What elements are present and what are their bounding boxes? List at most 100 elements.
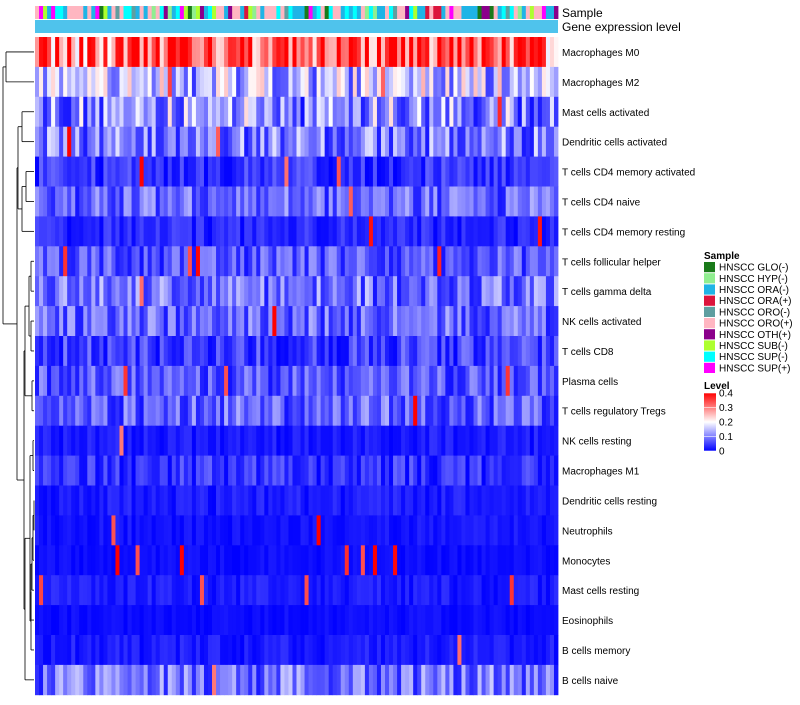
sample-annotation-cell	[549, 6, 555, 19]
heatmap-cell	[228, 664, 233, 696]
gene-expression-bar	[35, 20, 558, 33]
heatmap-cell	[252, 395, 257, 427]
heatmap-cell	[517, 336, 523, 367]
heatmap-cell	[244, 246, 249, 277]
heatmap-cell	[529, 306, 535, 337]
heatmap-cell	[135, 515, 140, 546]
heatmap-cell	[465, 37, 470, 68]
heatmap-cell	[493, 306, 499, 337]
sample-annotation-cell	[256, 6, 261, 19]
heatmap-cell	[240, 37, 245, 68]
heatmap-cell	[203, 306, 209, 337]
heatmap-cell	[143, 664, 149, 696]
heatmap-cell	[509, 66, 515, 98]
sample-annotation-track	[35, 6, 559, 19]
heatmap-cell	[521, 246, 527, 277]
heatmap-cell	[364, 276, 370, 307]
row-label: Macrophages M1	[562, 467, 640, 478]
heatmap-cell	[497, 395, 503, 427]
heatmap-cell	[332, 156, 338, 187]
heatmap-cell	[272, 395, 277, 427]
heatmap-cell	[397, 425, 402, 456]
heatmap-cell	[437, 635, 442, 666]
heatmap-cell	[537, 455, 543, 486]
heatmap-cell	[147, 455, 153, 486]
heatmap-cell	[541, 156, 547, 187]
heatmap-cell	[344, 664, 350, 696]
heatmap-cell	[469, 246, 474, 277]
heatmap-cell	[481, 365, 486, 397]
sample-legend-label: HNSCC OTH(+)	[719, 330, 791, 341]
heatmap-cell	[115, 365, 120, 397]
heatmap-cell	[111, 395, 116, 427]
heatmap-cell	[195, 365, 201, 397]
heatmap-cell	[352, 545, 358, 576]
heatmap-cell	[107, 37, 112, 68]
heatmap-cell	[272, 126, 277, 157]
heatmap-cell	[288, 66, 293, 98]
heatmap-cell	[320, 515, 326, 546]
heatmap-cell	[159, 515, 165, 546]
heatmap-cell	[135, 246, 140, 277]
heatmap-cell	[465, 66, 470, 98]
sample-annotation-cell	[171, 6, 177, 19]
sample-annotation-cell	[147, 6, 153, 19]
heatmap-cell	[276, 365, 281, 397]
heatmap-cell	[95, 635, 100, 666]
heatmap-cell	[187, 336, 193, 367]
row-label: B cells naive	[562, 676, 619, 687]
heatmap-cell	[228, 515, 233, 546]
heatmap-cell	[232, 575, 237, 606]
heatmap-cell	[91, 336, 96, 367]
heatmap-cell	[167, 336, 173, 367]
heatmap-cell	[175, 605, 181, 636]
heatmap-cell	[39, 664, 44, 696]
heatmap-cell	[553, 336, 559, 367]
heatmap-cell	[549, 664, 555, 696]
heatmap-cell	[453, 186, 458, 217]
heatmap-cell	[292, 575, 297, 606]
heatmap-cell	[195, 96, 201, 128]
heatmap-cell	[143, 186, 149, 217]
heatmap-cell	[320, 126, 326, 157]
sample-annotation-cell	[401, 6, 406, 19]
heatmap-cell	[449, 96, 454, 128]
heatmap-cell	[385, 455, 390, 486]
heatmap-cell	[453, 37, 458, 68]
heatmap-cell	[352, 37, 358, 68]
heatmap-cell	[216, 246, 221, 277]
heatmap-cell	[501, 66, 507, 98]
heatmap-cell	[79, 664, 84, 696]
heatmap-cell	[445, 425, 450, 456]
heatmap-cell	[35, 605, 40, 636]
heatmap-cell	[320, 186, 326, 217]
heatmap-cell	[135, 425, 140, 456]
heatmap-cell	[63, 276, 68, 307]
heatmap-cell	[39, 635, 44, 666]
heatmap-cell	[143, 395, 149, 427]
heatmap-cell	[481, 336, 486, 367]
heatmap-cell	[537, 575, 543, 606]
heatmap-cell	[509, 276, 515, 307]
heatmap-cell	[340, 186, 346, 217]
heatmap-cell	[324, 635, 330, 666]
heatmap-cell	[360, 66, 366, 98]
heatmap-cell	[320, 605, 326, 636]
heatmap-cell	[163, 96, 169, 128]
heatmap-cell	[151, 395, 157, 427]
heatmap-cell	[264, 96, 269, 128]
heatmap-cell	[489, 37, 495, 68]
heatmap-cell	[139, 515, 145, 546]
heatmap-cell	[272, 545, 277, 576]
heatmap-cell	[336, 276, 342, 307]
heatmap-cell	[385, 664, 390, 696]
heatmap-cell	[449, 545, 454, 576]
heatmap-cell	[549, 246, 555, 277]
heatmap-cell	[264, 605, 269, 636]
heatmap-cell	[481, 96, 486, 128]
heatmap-cell	[115, 515, 120, 546]
heatmap-cell	[199, 186, 205, 217]
heatmap-cell	[489, 485, 495, 516]
heatmap-cell	[529, 336, 535, 367]
heatmap-cell	[501, 395, 507, 427]
